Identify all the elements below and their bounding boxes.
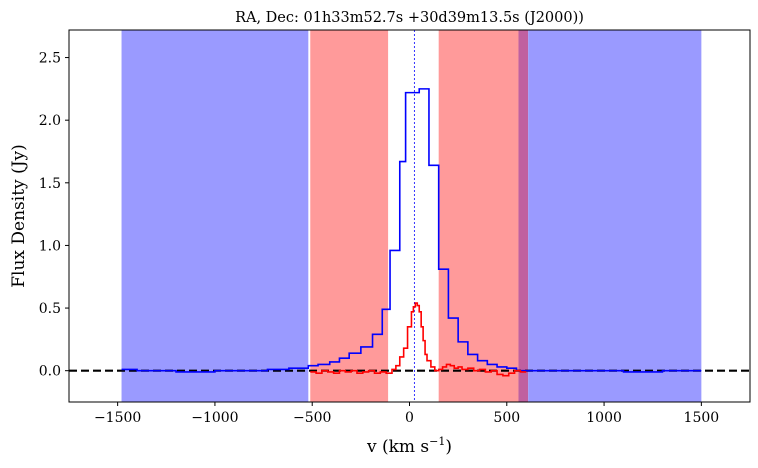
- shaded-region-red-2: [438, 30, 519, 402]
- x-tick-label: 1500: [684, 410, 720, 426]
- y-tick-label: 2.0: [39, 113, 61, 129]
- y-tick-label: 1.5: [39, 176, 61, 192]
- x-axis-label-exponent: −1: [429, 435, 445, 448]
- y-tick-label: 0.0: [39, 364, 61, 380]
- y-tick-label: 0.5: [39, 301, 61, 317]
- x-tick-label: −1000: [191, 410, 238, 426]
- shaded-region-overlap-3: [518, 30, 529, 402]
- x-axis-ticks: −1500 −1000 −500 0 500 1000 1500: [94, 402, 719, 426]
- series-line-red: [310, 302, 527, 377]
- shaded-region-red-1: [310, 30, 389, 402]
- x-axis-label-main: v (km s: [366, 437, 429, 457]
- y-axis-ticks: 0.0 0.5 1.0 1.5 2.0 2.5: [39, 51, 69, 380]
- x-tick-label: 0: [405, 410, 414, 426]
- series-group: [121, 88, 702, 377]
- x-tick-label: 500: [493, 410, 520, 426]
- y-axis-label: Flux Density (Jy): [9, 144, 29, 288]
- shaded-region-blue-0: [121, 30, 309, 402]
- chart-title: RA, Dec: 01h33m52.7s +30d39m13.5s (J2000…: [235, 10, 584, 26]
- y-tick-label: 2.5: [39, 51, 61, 67]
- x-tick-label: −1500: [94, 410, 141, 426]
- y-tick-label: 1.0: [39, 238, 61, 254]
- shaded-region-blue-4: [528, 30, 702, 402]
- x-tick-label: 1000: [586, 410, 622, 426]
- velocity-band-group: [121, 30, 702, 402]
- x-axis-label-suffix: ): [445, 437, 452, 457]
- x-axis-label: v (km s−1): [366, 435, 452, 457]
- x-tick-label: −500: [293, 410, 331, 426]
